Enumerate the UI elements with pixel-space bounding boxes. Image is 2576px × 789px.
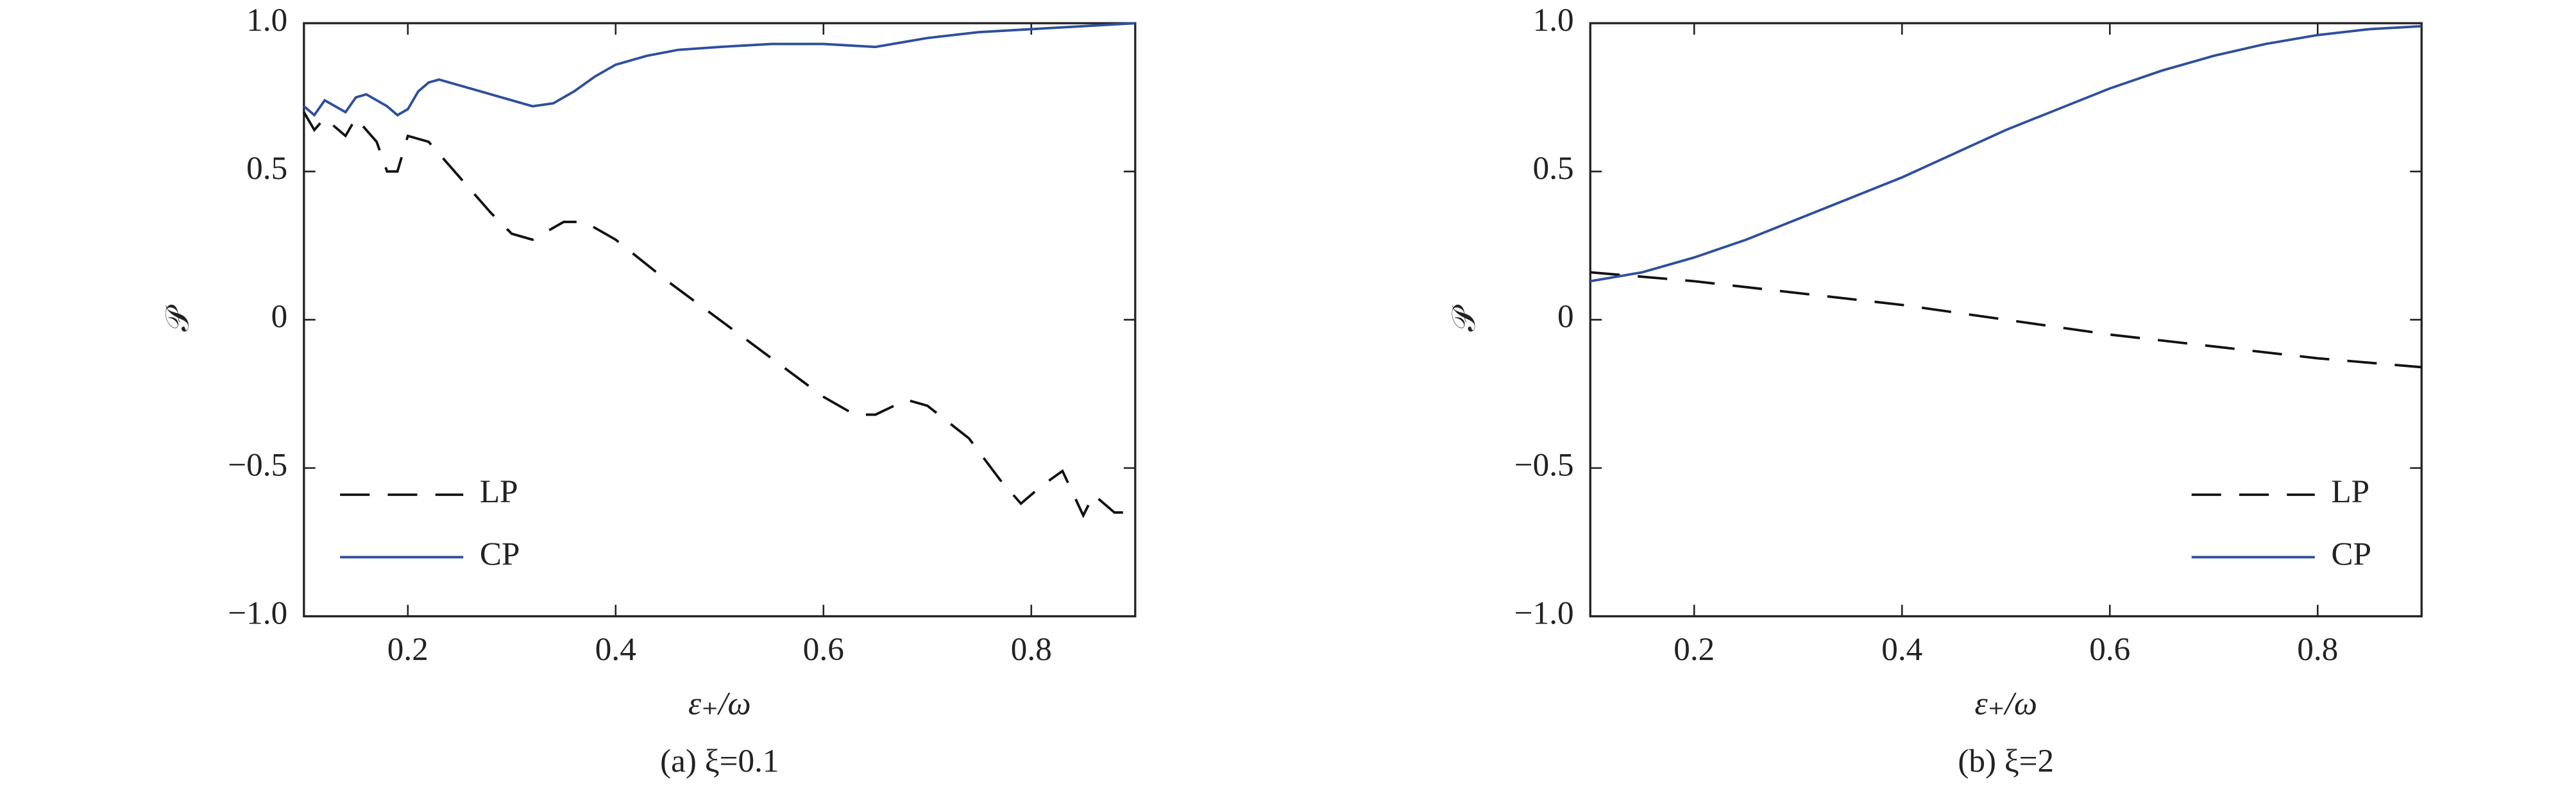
series-line	[1589, 24, 2422, 283]
caption: (a) ξ=0.1	[660, 743, 779, 779]
caption: (b) ξ=2	[1958, 743, 2054, 779]
x-tick-label: 0.4	[595, 631, 636, 668]
y-tick-label: 1.0	[1533, 2, 1574, 38]
y-tick-label: −0.5	[228, 446, 287, 483]
legend-label: LP	[480, 473, 518, 510]
x-tick-label: 0.8	[1011, 631, 1052, 668]
y-axis-label: 𝒫	[1446, 305, 1482, 332]
y-tick-label: −1.0	[1514, 595, 1574, 632]
y-axis-label: 𝒫	[159, 305, 196, 332]
x-axis-label: ε₊/ω	[1974, 685, 2037, 722]
y-tick-label: 0.5	[246, 150, 287, 187]
x-tick-label: 0.6	[803, 631, 844, 668]
x-axis-label: ε₊/ω	[688, 685, 751, 722]
plot-frame	[1589, 22, 2423, 618]
x-tick-label: 0.6	[2089, 631, 2130, 668]
legend-label: CP	[2331, 536, 2371, 572]
series-line	[303, 111, 1135, 518]
x-tick-label: 0.2	[1674, 631, 1715, 668]
series-line	[303, 22, 1135, 117]
legend-label: LP	[2331, 473, 2369, 510]
y-tick-label: 0	[271, 298, 288, 335]
x-tick-label: 0.8	[2297, 631, 2338, 668]
x-tick-label: 0.2	[387, 631, 428, 668]
x-tick-label: 0.4	[1881, 631, 1922, 668]
y-tick-label: −0.5	[1514, 446, 1574, 483]
series-line	[1590, 271, 2422, 369]
y-tick-label: 0.5	[1533, 150, 1574, 187]
y-tick-label: 1.0	[246, 2, 287, 38]
legend-label: CP	[480, 536, 520, 572]
y-tick-label: 0	[1557, 298, 1574, 335]
y-tick-label: −1.0	[228, 595, 287, 632]
